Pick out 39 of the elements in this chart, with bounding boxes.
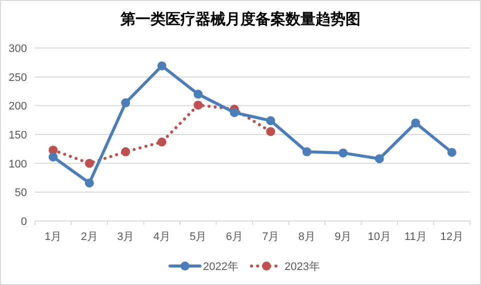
- point: [121, 98, 130, 108]
- y-tick-label: 300: [8, 43, 27, 55]
- x-tick-label: 2月: [80, 231, 98, 243]
- point: [84, 178, 94, 188]
- x-tick-label: 10月: [368, 231, 391, 243]
- point: [157, 137, 166, 146]
- y-tick-label: 0: [20, 216, 27, 228]
- y-tick-label: 100: [8, 158, 27, 170]
- point: [230, 108, 239, 118]
- chart-title: 第一类医疗器械月度备案数量趋势图: [120, 10, 360, 28]
- point: [84, 158, 94, 168]
- y-tick-label: 50: [14, 187, 27, 200]
- point: [411, 118, 420, 128]
- point: [302, 147, 312, 156]
- y-tick-label: 200: [8, 100, 27, 113]
- x-tick-label: 1月: [44, 231, 62, 243]
- point: [338, 148, 348, 158]
- point: [48, 152, 58, 162]
- x-tick-label: 7月: [262, 231, 280, 243]
- point: [266, 127, 276, 136]
- x-tick-label: 11月: [404, 231, 427, 243]
- point: [194, 100, 203, 110]
- x-tick-label: 5月: [190, 231, 207, 243]
- point: [266, 116, 276, 126]
- point: [447, 148, 456, 157]
- x-tick-label: 8月: [298, 231, 316, 243]
- x-tick-label: 4月: [153, 231, 170, 243]
- x-tick-label: 9月: [334, 231, 352, 243]
- x-tick-label: 12月: [440, 231, 464, 243]
- legend-label: 2022年: [203, 261, 238, 273]
- legend-label: 2023年: [284, 261, 320, 273]
- point: [194, 90, 203, 99]
- point: [157, 61, 166, 70]
- x-tick-label: 3月: [117, 231, 134, 243]
- x-tick-label: 6月: [226, 231, 243, 243]
- point: [121, 147, 130, 156]
- point: [374, 154, 384, 164]
- y-tick-label: 250: [8, 72, 27, 84]
- y-tick-label: 150: [8, 130, 27, 142]
